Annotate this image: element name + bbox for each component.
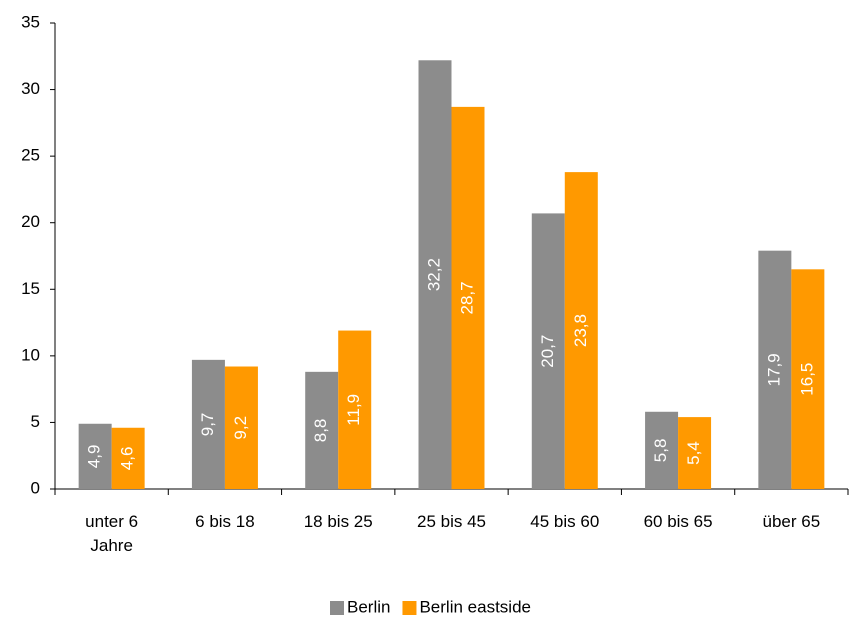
x-tick-label: 25 bis 45 <box>417 512 486 531</box>
x-tick-label: über 65 <box>762 512 821 531</box>
data-label: 5,4 <box>684 441 703 465</box>
bar <box>224 366 258 489</box>
data-label: 28,7 <box>457 281 476 314</box>
x-tick-label: unter 6 Jahre <box>85 512 139 555</box>
data-label: 16,5 <box>797 363 816 396</box>
bar <box>418 60 452 489</box>
bar <box>758 250 792 489</box>
x-tick-label: 45 bis 60 <box>530 512 600 531</box>
data-label: 17,9 <box>764 353 783 386</box>
bar <box>78 423 112 489</box>
data-label: 20,7 <box>538 335 557 368</box>
legend-swatch <box>402 601 417 615</box>
data-label: 9,2 <box>231 416 250 440</box>
bar <box>645 411 679 489</box>
legend-label: Berlin <box>347 597 390 616</box>
bar <box>531 213 565 489</box>
bar <box>191 359 225 489</box>
x-tick-label: 60 bis 65 <box>643 512 713 531</box>
x-tick-label: 6 bis 18 <box>195 512 255 531</box>
y-tick-label: 10 <box>21 345 40 364</box>
bar <box>111 427 145 489</box>
data-label: 5,8 <box>651 439 670 463</box>
data-label: 8,8 <box>311 419 330 443</box>
y-tick-label: 20 <box>21 212 40 231</box>
data-label: 4,9 <box>85 445 104 469</box>
y-tick-label: 25 <box>21 146 40 165</box>
x-tick-label: 18 bis 25 <box>303 512 373 531</box>
data-label: 4,6 <box>118 447 137 471</box>
bar <box>791 269 825 489</box>
y-tick-label: 15 <box>21 279 40 298</box>
y-tick-label: 30 <box>21 79 40 98</box>
data-label: 23,8 <box>571 314 590 347</box>
y-tick-label: 5 <box>31 412 40 431</box>
legend-label: Berlin eastside <box>419 597 531 616</box>
data-label: 32,2 <box>424 258 443 291</box>
data-label: 9,7 <box>198 413 217 437</box>
data-label: 11,9 <box>344 394 363 426</box>
y-tick-label: 35 <box>21 12 40 31</box>
bar <box>564 172 598 489</box>
bar <box>338 330 372 489</box>
bar <box>305 371 339 489</box>
bar <box>678 417 712 489</box>
y-tick-label: 0 <box>31 478 40 497</box>
legend-swatch <box>330 601 344 615</box>
bar <box>451 106 485 489</box>
